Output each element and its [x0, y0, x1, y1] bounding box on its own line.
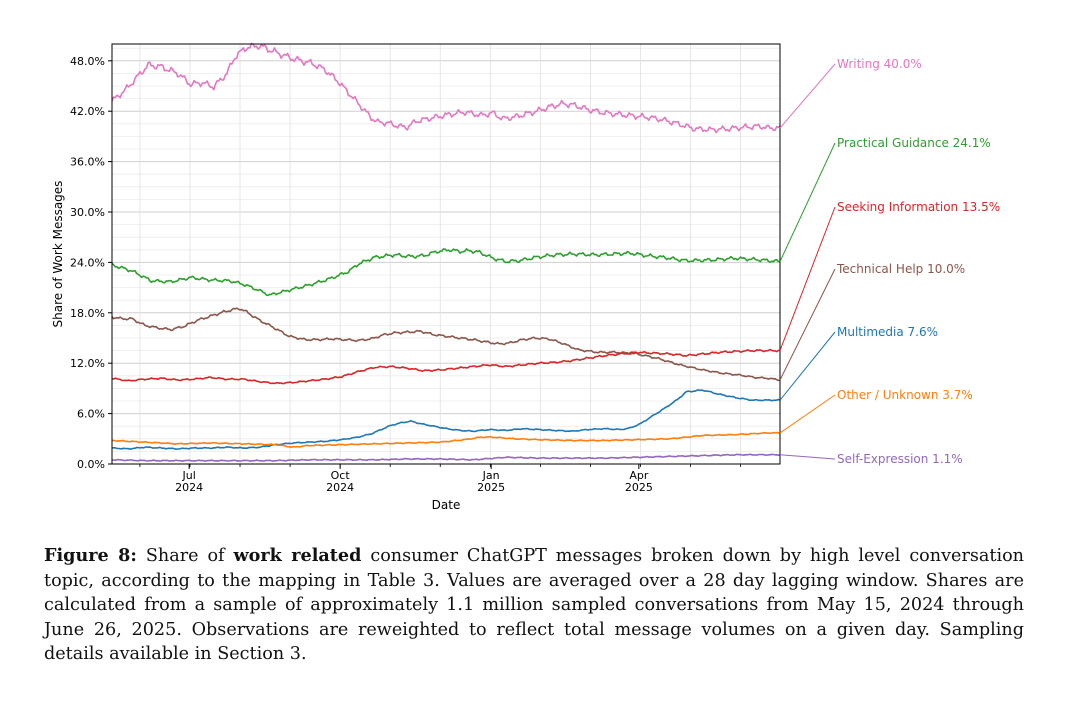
series-label: Technical Help 10.0% [836, 262, 965, 276]
caption-bold-phrase: work related [233, 545, 362, 566]
plot-frame [111, 43, 781, 465]
x-tick-label-month: Oct [331, 469, 351, 482]
series-line-writing [111, 42, 781, 134]
callout-leader [779, 454, 836, 460]
series-label: Other / Unknown 3.7% [837, 388, 973, 402]
callout-leader [779, 63, 836, 129]
caption-text-1: Share of [136, 546, 234, 566]
y-tick-label: 42.0% [70, 105, 105, 118]
x-tick-label-year: 2025 [477, 481, 505, 494]
caption-text-2: consumer ChatGPT messages broken down by… [44, 546, 1025, 664]
callout-leader [779, 394, 836, 434]
series-line-multimedia [111, 389, 781, 451]
label-layer: Writing 40.0% Practical Guidance 24.1% See… [779, 57, 1000, 466]
series-line-other-unknown [112, 431, 781, 449]
caption-label: Figure 8: [44, 545, 137, 566]
y-tick-label: 0.0% [77, 458, 105, 471]
y-tick-label: 6.0% [77, 408, 105, 421]
line-chart: 0.0% 6.0% 12.0% 18.0% 24.0% 30.0% 36.0% 42.0% 48… [51, 42, 1000, 512]
series-line-practical-guidance [111, 248, 781, 297]
x-tick-label-month: Jan [482, 469, 500, 482]
series-label: Practical Guidance 24.1% [837, 136, 991, 150]
y-tick-label: 30.0% [70, 206, 105, 219]
series-label: Writing 40.0% [837, 57, 922, 71]
x-tick-label-year: 2024 [175, 481, 203, 494]
x-axis-title: Date [432, 498, 461, 512]
series-line-technical-help [111, 307, 781, 382]
y-axis-title: Share of Work Messages [51, 181, 65, 328]
x-tick-label-year: 2024 [326, 481, 354, 494]
callout-leader [779, 268, 836, 381]
series-label: Seeking Information 13.5% [837, 200, 1000, 214]
axis-layer: 0.0% 6.0% 12.0% 18.0% 24.0% 30.0% 36.0% 42.0% 48… [51, 55, 742, 512]
callout-leader [779, 142, 836, 262]
series-label: Self-Expression 1.1% [837, 452, 963, 466]
series-line-self-expression [111, 453, 781, 463]
callout-leader [779, 331, 836, 401]
y-tick-label: 24.0% [70, 256, 105, 269]
figure-panel: 0.0% 6.0% 12.0% 18.0% 24.0% 30.0% 36.0% 42.0% 48… [40, 32, 1020, 530]
series-line-seeking-information [111, 348, 781, 385]
series-label: Multimedia 7.6% [837, 325, 938, 339]
x-tick-label-month: Apr [629, 469, 649, 482]
x-tick-label-month: Jul [181, 469, 195, 482]
y-tick-label: 18.0% [70, 307, 105, 320]
y-tick-label: 12.0% [70, 357, 105, 370]
callout-leader [779, 206, 836, 351]
x-tick-label-year: 2025 [625, 481, 653, 494]
grid-layer [112, 44, 780, 465]
series-layer [111, 42, 781, 463]
y-tick-label: 48.0% [70, 55, 105, 68]
y-tick-label: 36.0% [70, 156, 105, 169]
figure-caption: Figure 8: Share of work related consumer… [44, 544, 1024, 667]
